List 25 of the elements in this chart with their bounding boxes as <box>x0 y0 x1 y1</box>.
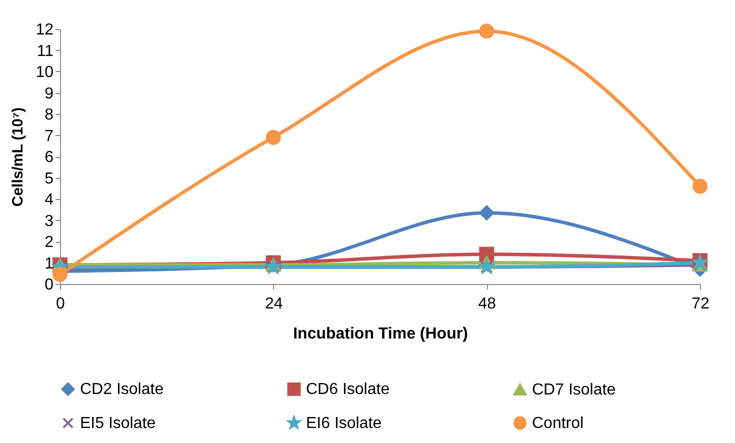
y-tick-label: 7 <box>44 128 54 145</box>
legend-label: EI6 Isolate <box>306 415 382 432</box>
y-axis-title: Cells/mL (10⁷) <box>10 107 27 207</box>
y-tick-label: 11 <box>36 42 54 60</box>
y-tick-label: 8 <box>44 106 54 124</box>
x-tick-label: 24 <box>264 296 283 312</box>
y-tick-label: 10 <box>36 64 54 81</box>
y-tick-label: 0 <box>44 276 54 294</box>
x-tick-label: 0 <box>56 296 66 312</box>
legend-label: EI5 Isolate <box>80 415 156 432</box>
y-tick-label: 9 <box>44 85 54 102</box>
x-axis-title: Incubation Time (Hour) <box>293 326 468 342</box>
y-tick-label: 5 <box>44 170 54 188</box>
y-tick-label: 12 <box>36 22 54 38</box>
legend-label: CD6 Isolate <box>306 381 390 398</box>
y-tick-label: 1 <box>44 255 54 272</box>
y-tick-label: 2 <box>44 234 54 251</box>
y-tick-label: 6 <box>44 149 54 166</box>
legend-label: CD2 Isolate <box>80 381 164 398</box>
x-tick-label: 48 <box>478 296 496 312</box>
legend-label: Control <box>532 415 584 432</box>
y-tick-label: 3 <box>44 212 54 230</box>
y-tick-label: 4 <box>44 192 54 208</box>
x-tick-label: 72 <box>692 296 710 312</box>
legend-label: CD7 Isolate <box>532 382 616 399</box>
